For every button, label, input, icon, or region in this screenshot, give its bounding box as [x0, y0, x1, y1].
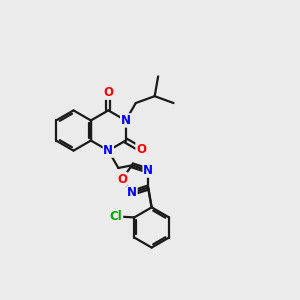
Text: O: O	[136, 143, 146, 156]
Text: N: N	[121, 114, 131, 127]
Text: N: N	[103, 144, 113, 157]
Text: N: N	[127, 186, 137, 199]
Text: N: N	[143, 164, 153, 177]
Text: O: O	[117, 172, 127, 186]
Text: Cl: Cl	[110, 210, 122, 223]
Text: O: O	[103, 86, 113, 99]
